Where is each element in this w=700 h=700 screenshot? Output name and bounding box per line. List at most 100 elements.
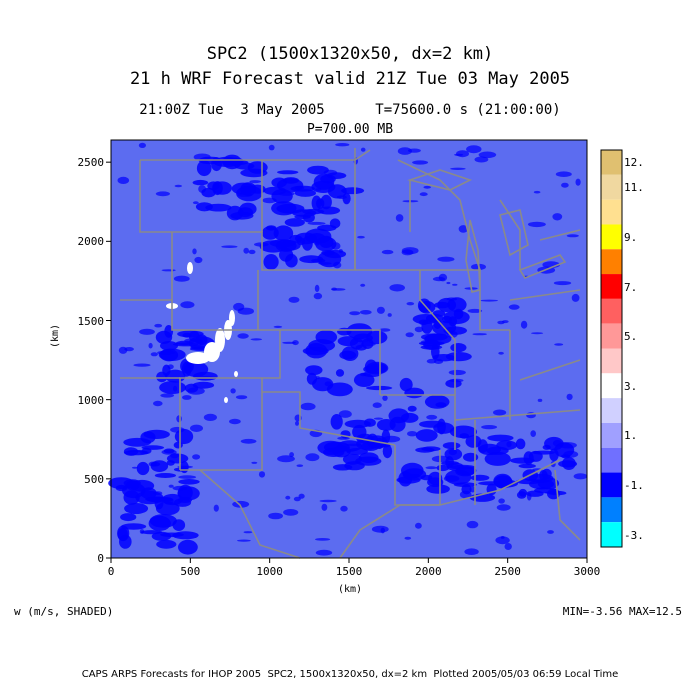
- negative-velocity-cell: [340, 505, 348, 512]
- colorbar-label: 9.: [624, 230, 638, 244]
- negative-velocity-cell: [237, 333, 249, 339]
- negative-velocity-cell: [335, 369, 345, 377]
- negative-velocity-cell: [573, 473, 588, 480]
- boundary-line: [280, 329, 381, 395]
- negative-velocity-cell: [160, 532, 184, 538]
- negative-velocity-cell: [449, 425, 478, 439]
- boundary-line: [519, 359, 581, 381]
- negative-velocity-cell: [159, 381, 187, 394]
- negative-velocity-cell: [456, 150, 469, 158]
- negative-velocity-cell: [553, 281, 572, 286]
- negative-velocity-cell: [359, 310, 372, 315]
- negative-velocity-cell: [321, 503, 328, 511]
- negative-velocity-cell: [382, 395, 388, 401]
- negative-velocity-cell: [547, 530, 554, 534]
- negative-velocity-cell: [332, 464, 353, 471]
- negative-velocity-cell: [359, 372, 367, 377]
- colorbar-swatch: [601, 373, 622, 399]
- negative-velocity-cell: [450, 167, 466, 170]
- negative-velocity-cell: [285, 495, 291, 500]
- negative-velocity-cell: [243, 531, 253, 534]
- negative-velocity-cell: [153, 400, 163, 407]
- negative-velocity-cell: [412, 314, 439, 325]
- negative-velocity-cell: [338, 410, 352, 418]
- negative-velocity-cell: [405, 332, 414, 338]
- negative-velocity-cell: [173, 441, 183, 449]
- negative-velocity-cell: [425, 466, 438, 470]
- negative-velocity-cell: [192, 201, 199, 205]
- negative-velocity-cell: [415, 429, 438, 442]
- negative-velocity-cell: [177, 330, 204, 338]
- negative-velocity-cell: [284, 218, 305, 227]
- y-tick-label: 1000: [77, 393, 105, 407]
- negative-velocity-cell: [453, 308, 464, 320]
- negative-velocity-cell: [526, 492, 532, 501]
- negative-velocity-cell: [360, 283, 366, 287]
- negative-velocity-cell: [338, 249, 343, 253]
- colorbar-frame: [600, 149, 623, 548]
- negative-velocity-cell: [173, 498, 192, 507]
- positive-velocity-cell: [224, 397, 228, 403]
- negative-velocity-cell: [160, 393, 175, 398]
- negative-velocity-cell: [331, 288, 346, 291]
- negative-velocity-cell: [401, 247, 419, 255]
- negative-velocity-cell: [515, 438, 526, 450]
- negative-velocity-cell: [184, 338, 198, 343]
- negative-velocity-cell: [370, 367, 379, 372]
- negative-velocity-cell: [434, 301, 451, 309]
- negative-velocity-cell: [493, 409, 507, 416]
- negative-velocity-cell: [336, 195, 347, 199]
- negative-velocity-cell: [289, 452, 294, 458]
- colorbar-swatch: [601, 249, 622, 275]
- negative-velocity-cell: [341, 346, 359, 361]
- boundary-line: [509, 289, 581, 301]
- negative-velocity-cell: [165, 369, 186, 383]
- negative-velocity-cell: [469, 486, 476, 493]
- negative-velocity-cell: [419, 192, 428, 197]
- negative-velocity-cell: [239, 202, 257, 216]
- negative-velocity-cell: [365, 385, 393, 391]
- negative-velocity-cell: [168, 484, 174, 488]
- negative-velocity-cell: [480, 299, 498, 302]
- negative-velocity-cell: [305, 343, 328, 359]
- negative-velocity-cell: [466, 145, 482, 154]
- negative-velocity-cell: [376, 306, 385, 314]
- negative-velocity-cell: [319, 499, 337, 503]
- negative-velocity-cell: [571, 293, 580, 302]
- negative-velocity-cell: [449, 378, 464, 383]
- negative-velocity-cell: [437, 418, 446, 435]
- negative-velocity-cell: [474, 156, 489, 163]
- negative-velocity-cell: [518, 488, 528, 497]
- negative-velocity-cell: [251, 461, 258, 464]
- negative-velocity-cell: [192, 248, 197, 255]
- negative-velocity-cell: [426, 358, 437, 364]
- negative-velocity-cell: [140, 451, 147, 455]
- negative-velocity-cell: [559, 442, 577, 449]
- negative-velocity-cell: [537, 398, 543, 402]
- negative-velocity-cell: [198, 185, 207, 193]
- x-tick-label: 1000: [256, 565, 283, 578]
- colorbar-label: 1.: [624, 429, 638, 443]
- positive-velocity-cell: [229, 310, 235, 326]
- negative-velocity-cell: [355, 456, 382, 466]
- negative-velocity-cell: [155, 191, 170, 197]
- negative-velocity-cell: [294, 186, 305, 190]
- negative-velocity-cell: [263, 254, 279, 270]
- negative-velocity-cell: [230, 388, 236, 394]
- negative-velocity-cell: [346, 323, 373, 340]
- boundary-line: [180, 378, 263, 471]
- colorbar-swatch: [601, 447, 622, 473]
- negative-velocity-cell: [221, 245, 238, 248]
- negative-velocity-cell: [118, 346, 128, 354]
- negative-velocity-cell: [412, 160, 429, 165]
- negative-velocity-cell: [331, 242, 341, 250]
- negative-velocity-cell: [542, 444, 551, 450]
- x-tick-label: 1500: [335, 565, 363, 578]
- negative-velocity-cell: [240, 168, 268, 178]
- negative-velocity-cell: [520, 320, 528, 329]
- negative-velocity-cell: [108, 477, 134, 489]
- negative-velocity-cell: [180, 301, 195, 309]
- negative-velocity-cell: [504, 543, 512, 550]
- negative-velocity-cell: [329, 218, 341, 229]
- negative-velocity-cell: [344, 419, 371, 428]
